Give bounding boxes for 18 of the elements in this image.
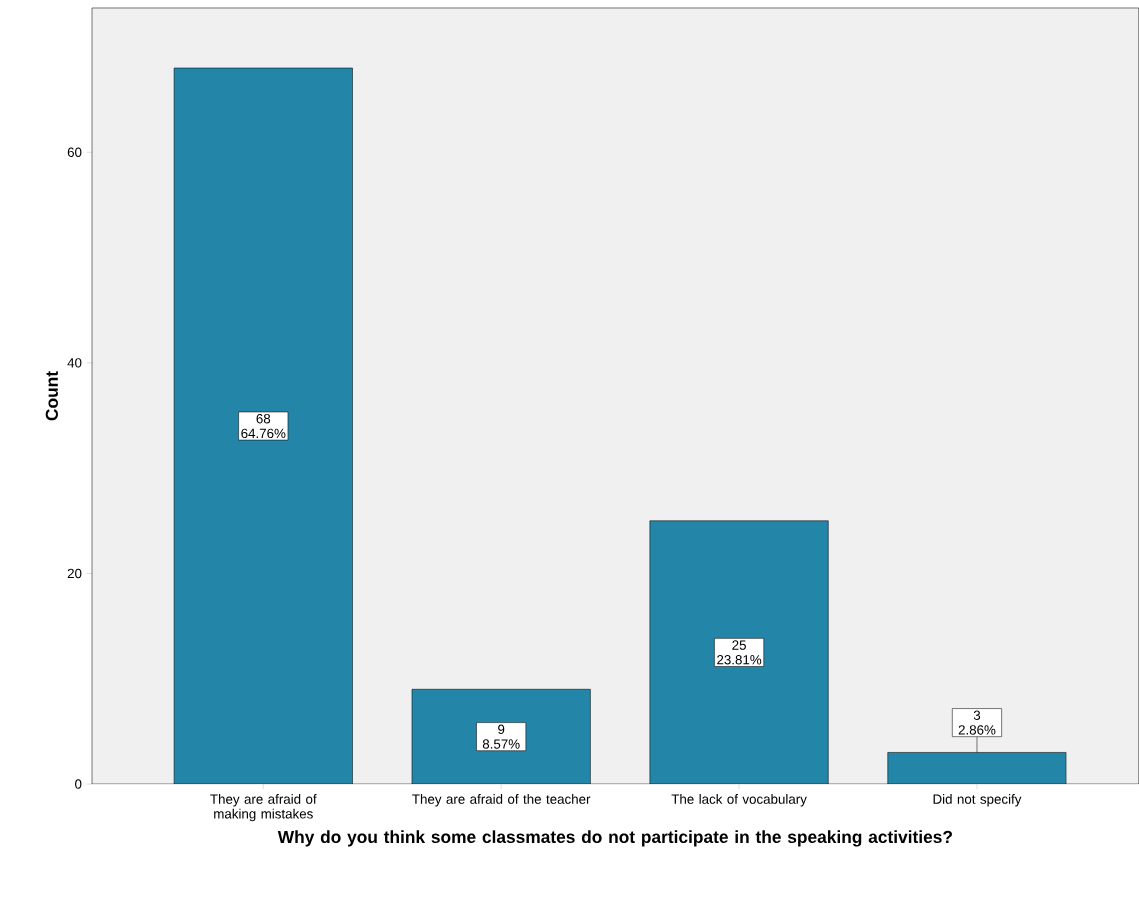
x-tick-label: Did not specify [933, 794, 1022, 807]
data-label: 25 23.81% [717, 640, 762, 665]
bar [173, 67, 353, 785]
y-axis-title: Count [45, 371, 58, 421]
y-tick-label: 0 [75, 779, 82, 789]
bar [649, 520, 829, 785]
y-tick-label: 60 [67, 147, 82, 157]
y-tick-label: 20 [67, 568, 82, 579]
bar [887, 752, 1067, 785]
x-tick-label: They are afraid of the teacher [412, 794, 591, 807]
x-tick-label: The lack of vocabulary [671, 794, 807, 807]
y-tick-label: 40 [67, 358, 82, 368]
data-label: 3 2.86% [958, 710, 996, 735]
x-tick-label: They are afraid of making mistakes [210, 794, 317, 822]
data-label: 68 64.76% [241, 413, 286, 439]
data-label: 9 8.57% [482, 724, 520, 749]
bar [411, 689, 591, 785]
x-axis-title: Why do you think some classmates do not participate in the speaking activities? [277, 830, 952, 847]
